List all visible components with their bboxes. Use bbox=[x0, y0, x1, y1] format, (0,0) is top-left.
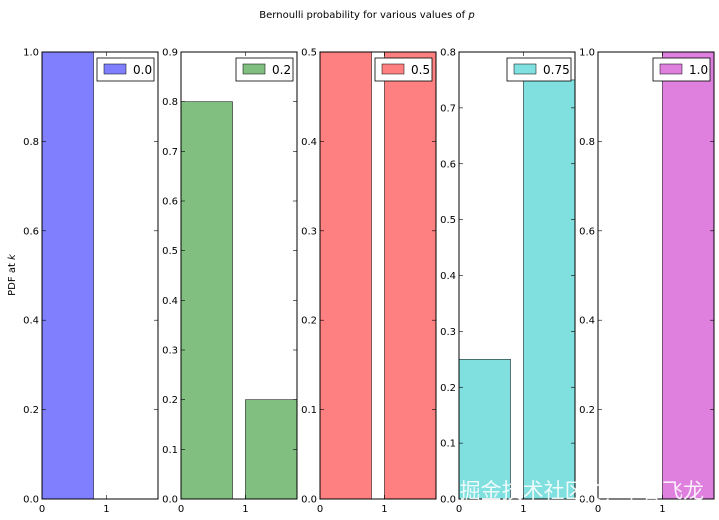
y-tick-label: 0.7 bbox=[162, 147, 178, 158]
x-tick-label: 0 bbox=[178, 504, 184, 515]
axes-frame bbox=[319, 51, 437, 500]
legend-swatch bbox=[242, 63, 266, 75]
y-tick-label: 0.2 bbox=[23, 405, 39, 416]
bar-k0 bbox=[458, 359, 511, 500]
y-tick-label: 0.2 bbox=[440, 383, 456, 394]
bar-k0 bbox=[319, 51, 372, 500]
legend: 1.0 bbox=[652, 57, 711, 82]
y-tick-label: 0.5 bbox=[301, 48, 317, 59]
y-tick-label: 0.3 bbox=[162, 346, 178, 357]
y-tick-label: 0.3 bbox=[301, 226, 317, 237]
y-tick-label: 0.2 bbox=[579, 405, 595, 416]
y-tick-label: 0.1 bbox=[440, 439, 456, 450]
y-tick-label: 0.8 bbox=[23, 137, 39, 148]
y-tick-label: 0.4 bbox=[301, 137, 317, 148]
figure-title-text: Bernoulli probability for various values… bbox=[259, 10, 465, 21]
y-tick-label: 0.7 bbox=[440, 103, 456, 114]
subplot-5: 0.0 0.2 0.4 0.6 0.8 1.0 0 1 1.0 bbox=[579, 48, 715, 515]
y-tick-label: 0.0 bbox=[440, 495, 456, 506]
y-tick-label: 0.8 bbox=[579, 137, 595, 148]
y-tick-label: 0.6 bbox=[23, 226, 39, 237]
y-tick-label: 0.4 bbox=[579, 316, 595, 327]
bar-k0 bbox=[41, 51, 94, 500]
legend: 0.5 bbox=[374, 57, 433, 82]
x-tick-label: 1 bbox=[381, 504, 387, 515]
x-tick-label: 1 bbox=[520, 504, 526, 515]
y-tick-label: 0.6 bbox=[162, 197, 178, 208]
x-tick-label: 0 bbox=[39, 504, 45, 515]
y-tick-label: 0.0 bbox=[162, 495, 178, 506]
y-tick-label: 0.4 bbox=[23, 316, 39, 327]
x-tick-label: 0 bbox=[317, 504, 323, 515]
bar-k1 bbox=[384, 51, 437, 500]
y-tick-label: 0.0 bbox=[23, 495, 39, 506]
subplot-2: 0.0 0.1 0.2 0.3 0.4 0.5 0.6 0.7 0.8 0.9 0 1 0.2 bbox=[162, 48, 298, 515]
bar-k0 bbox=[180, 101, 233, 500]
legend-swatch bbox=[513, 63, 537, 75]
axes-frame bbox=[597, 51, 715, 500]
legend-swatch bbox=[381, 63, 405, 75]
y-tick-label: 0.3 bbox=[440, 327, 456, 338]
y-tick-label: 0.1 bbox=[162, 445, 178, 456]
y-tick-label: 0.2 bbox=[162, 395, 178, 406]
legend: 0.75 bbox=[506, 57, 572, 82]
y-axis-label-symbol: k bbox=[7, 253, 18, 260]
x-tick-label: 1 bbox=[242, 504, 248, 515]
y-tick-label: 0.2 bbox=[301, 316, 317, 327]
legend-label: 0.5 bbox=[411, 63, 430, 77]
axes-frame bbox=[41, 51, 159, 500]
legend-label: 0.2 bbox=[272, 63, 291, 77]
axes-frame bbox=[180, 51, 298, 500]
legend: 0.0 bbox=[96, 57, 155, 82]
legend-label: 0.0 bbox=[133, 63, 152, 77]
y-axis-label-text: PDF at bbox=[7, 263, 18, 296]
y-tick-label: 0.5 bbox=[440, 215, 456, 226]
y-tick-label: 0.8 bbox=[440, 48, 456, 59]
x-tick-label: 1 bbox=[659, 504, 665, 515]
legend-swatch bbox=[659, 63, 683, 75]
bar-k1 bbox=[245, 399, 298, 500]
y-tick-label: 1.0 bbox=[579, 48, 595, 59]
y-tick-label: 0.6 bbox=[579, 226, 595, 237]
figure-title-symbol: p bbox=[467, 10, 474, 21]
y-tick-label: 1.0 bbox=[23, 48, 39, 59]
axes-frame bbox=[458, 51, 576, 500]
watermark-text: 掘金技术社区 @ 布客飞龙 bbox=[460, 479, 704, 503]
subplot-panels: 0.00.20.40.60.81.00 10.00.00.10.20.30.40.… bbox=[23, 48, 715, 515]
legend: 0.2 bbox=[235, 57, 294, 82]
x-tick-label: 0 bbox=[595, 504, 601, 515]
y-tick-label: 0.0 bbox=[579, 495, 595, 506]
y-tick-label: 0.4 bbox=[440, 271, 456, 282]
legend-label: 0.75 bbox=[543, 63, 570, 77]
y-tick-label: 0.9 bbox=[162, 48, 178, 59]
x-tick-label: 1 bbox=[103, 504, 109, 515]
subplot-4: 0.0 0.1 0.2 0.3 0.4 0.5 0.6 0.7 0.8 0 1 0.75 bbox=[440, 48, 576, 515]
y-tick-label: 0.8 bbox=[162, 97, 178, 108]
subplot-3: 0.0 0.1 0.2 0.3 0.4 0.5 0 1 0.5 bbox=[301, 48, 437, 515]
subplot-1: 0.0 0.2 0.4 0.6 0.8 1.0 0 1 0.0 bbox=[23, 48, 159, 515]
legend-swatch bbox=[103, 63, 127, 75]
y-axis-label: PDF at k bbox=[7, 253, 18, 296]
y-tick-label: 0.4 bbox=[162, 296, 178, 307]
x-tick-label: 0 bbox=[456, 504, 462, 515]
y-tick-label: 0.0 bbox=[301, 495, 317, 506]
bar-k1 bbox=[662, 51, 715, 500]
y-tick-label: 0.1 bbox=[301, 405, 317, 416]
figure-title: Bernoulli probability for various values… bbox=[259, 10, 474, 21]
legend-label: 1.0 bbox=[689, 63, 708, 77]
y-tick-label: 0.6 bbox=[440, 159, 456, 170]
y-tick-label: 0.5 bbox=[162, 246, 178, 257]
bar-k1 bbox=[523, 79, 576, 500]
